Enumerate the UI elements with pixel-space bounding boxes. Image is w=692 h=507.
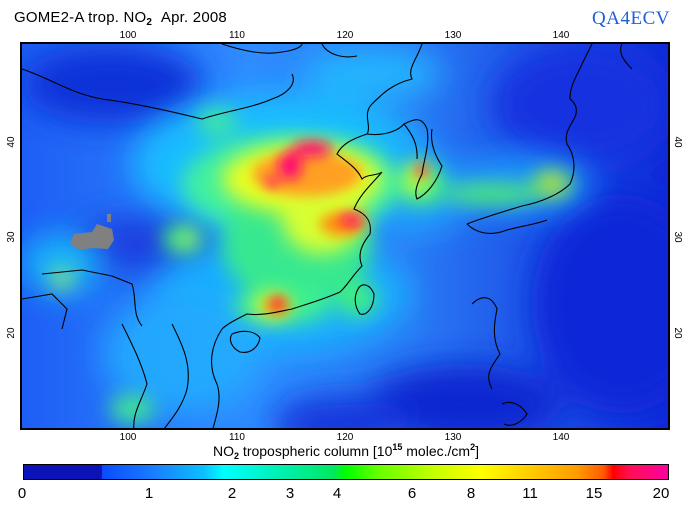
colorbar-title-unit-exponent: 2 — [470, 442, 476, 452]
brand-logo: QA4ECV — [592, 8, 670, 29]
lat-tick-left: 30 — [6, 231, 18, 243]
lat-tick-left: 40 — [6, 136, 18, 148]
colorbar-title-unit: molec./cm — [402, 443, 471, 459]
map-title: GOME2-A trop. NO2 Apr. 2008 — [14, 9, 227, 28]
title-subscript: 2 — [146, 17, 153, 28]
colorbar-label: 2 — [227, 485, 237, 502]
colorbar-title-prefix: NO — [213, 443, 235, 459]
lon-tick-bottom: 140 — [552, 432, 570, 443]
colorbar-label: 0 — [17, 485, 27, 502]
lon-tick-top: 120 — [336, 30, 354, 41]
lon-tick-bottom: 120 — [336, 432, 354, 443]
colorbar-label: 3 — [285, 485, 295, 502]
title-prefix: GOME2-A trop. NO — [14, 9, 147, 26]
lon-tick-top: 140 — [552, 30, 570, 41]
colorbar-label: 11 — [522, 485, 538, 502]
no2-heatmap — [22, 44, 668, 428]
title-date: Apr. 2008 — [160, 9, 227, 26]
colorbar-title-subscript: 2 — [234, 451, 240, 461]
lat-tick-right: 20 — [672, 327, 684, 339]
colorbar-title: NO2 tropospheric column [1015 molec./cm2… — [0, 442, 692, 461]
no2-map — [20, 42, 670, 430]
colorbar-title-end: ] — [475, 443, 479, 459]
colorbar-title-exponent: 15 — [392, 442, 403, 452]
colorbar-label: 4 — [332, 485, 342, 502]
colorbar-title-mid: tropospheric column [10 — [239, 443, 393, 459]
lat-tick-right: 30 — [672, 231, 684, 243]
colorbar-label: 1 — [144, 485, 154, 502]
lon-tick-top: 130 — [444, 30, 462, 41]
colorbar-label: 8 — [466, 485, 476, 502]
colorbar-label: 6 — [407, 485, 417, 502]
colorbar-label: 20 — [652, 485, 670, 502]
colorbar-label: 15 — [585, 485, 603, 502]
lon-tick-top: 100 — [119, 30, 137, 41]
lon-tick-bottom: 130 — [444, 432, 462, 443]
lat-tick-right: 40 — [672, 136, 684, 148]
lat-tick-left: 20 — [6, 327, 18, 339]
lon-tick-top: 110 — [229, 30, 245, 41]
colorbar — [23, 464, 669, 480]
lon-tick-bottom: 110 — [229, 432, 245, 443]
lon-tick-bottom: 100 — [119, 432, 137, 443]
